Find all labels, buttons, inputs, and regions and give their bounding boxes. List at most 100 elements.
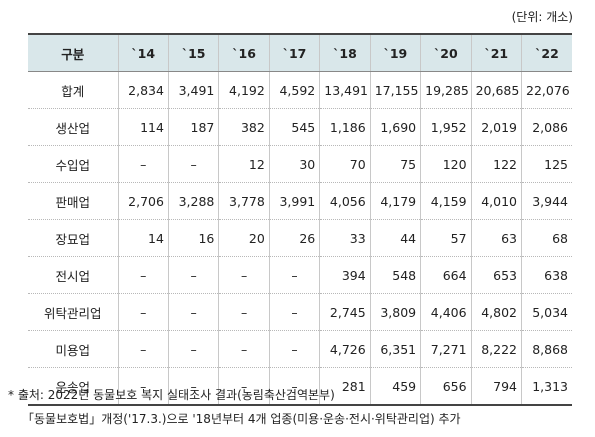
table-cell: 14 bbox=[117, 219, 169, 257]
table-cell: 44 bbox=[369, 219, 421, 257]
table-row: 위탁관리업 – – – –2,745 3,809 4,406 4,802 5,034 bbox=[28, 293, 572, 331]
table-cell: 656 bbox=[420, 367, 472, 406]
table-cell: 4,179 bbox=[369, 182, 421, 220]
table-cell: 33 bbox=[319, 219, 371, 257]
table-cell: 12 bbox=[218, 145, 270, 183]
table-row: 합계 2,834 3,491 4,192 4,592 13,491 17,155 19,285… bbox=[28, 71, 572, 109]
table-body: 합계 2,834 3,491 4,192 4,592 13,491 17,155 19,285… bbox=[28, 71, 572, 406]
row-label: 미용업 bbox=[28, 330, 118, 368]
data-table: 구분 `14 `15 `16 `17 `18 `19 `20 `21 `22 합… bbox=[28, 33, 572, 406]
table-cell: 1,313 bbox=[521, 367, 572, 406]
table-cell: 13,491 bbox=[319, 71, 371, 109]
column-header: `22 bbox=[521, 33, 572, 72]
column-header: `16 bbox=[218, 33, 270, 72]
row-label: 장묘업 bbox=[28, 219, 118, 257]
table-cell: – bbox=[117, 293, 169, 331]
table-cell: 2,834 bbox=[117, 71, 169, 109]
table-row: 미용업 – – – –4,726 6,351 7,271 8,222 8,868 bbox=[28, 330, 572, 368]
table-cell: 57 bbox=[420, 219, 472, 257]
table-cell: 1,186 bbox=[319, 108, 371, 146]
table-cell: – bbox=[167, 330, 219, 368]
table-cell: 3,944 bbox=[521, 182, 572, 220]
table-cell: 63 bbox=[470, 219, 522, 257]
table-cell: 19,285 bbox=[420, 71, 472, 109]
table-cell: 638 bbox=[521, 256, 572, 294]
row-label: 전시업 bbox=[28, 256, 118, 294]
table-cell: – bbox=[117, 330, 169, 368]
column-header: `17 bbox=[268, 33, 320, 72]
table-cell: 3,491 bbox=[167, 71, 219, 109]
table-cell: 548 bbox=[369, 256, 421, 294]
table-cell: 8,222 bbox=[470, 330, 522, 368]
table-cell: 187 bbox=[167, 108, 219, 146]
table-cell: – bbox=[167, 367, 219, 406]
table-cell: 122 bbox=[470, 145, 522, 183]
table-cell: – bbox=[167, 145, 219, 183]
table-row: 장묘업 14 16 20 26 33 44 57 63 68 bbox=[28, 219, 572, 257]
table-cell: 4,592 bbox=[268, 71, 320, 109]
table-cell: 26 bbox=[268, 219, 320, 257]
table-cell: 4,726 bbox=[319, 330, 371, 368]
table-cell: 7,271 bbox=[420, 330, 472, 368]
table-row: 운송업 – – – –281 459 656 794 1,313 bbox=[28, 367, 572, 406]
table-cell: 22,076 bbox=[521, 71, 572, 109]
table-cell: 2,086 bbox=[521, 108, 572, 146]
table-cell: 20,685 bbox=[470, 71, 522, 109]
column-header: `19 bbox=[369, 33, 421, 72]
table-cell: 3,288 bbox=[167, 182, 219, 220]
table-cell: – bbox=[268, 256, 320, 294]
table-cell: 17,155 bbox=[369, 71, 421, 109]
table-cell: 4,010 bbox=[470, 182, 522, 220]
table-row: 전시업 – – – –394 548 664 653 638 bbox=[28, 256, 572, 294]
table-cell: 16 bbox=[167, 219, 219, 257]
row-label: 생산업 bbox=[28, 108, 118, 146]
table-cell: 4,192 bbox=[218, 71, 270, 109]
table-cell: 4,056 bbox=[319, 182, 371, 220]
source-note: * 출처: 2022년 동물보호 복지 실태조사 결과(농림축산검역본부) bbox=[8, 388, 335, 402]
table-cell: 70 bbox=[319, 145, 371, 183]
table-cell: – bbox=[218, 256, 270, 294]
table-cell: – bbox=[268, 293, 320, 331]
table-cell: – bbox=[167, 293, 219, 331]
row-label: 운송업 bbox=[28, 367, 118, 406]
table-cell: 114 bbox=[117, 108, 169, 146]
table-cell: 75 bbox=[369, 145, 421, 183]
table-cell: 4,802 bbox=[470, 293, 522, 331]
table-cell: 125 bbox=[521, 145, 572, 183]
table-cell: – bbox=[117, 145, 169, 183]
table-cell: 2,706 bbox=[117, 182, 169, 220]
table-cell: 2,745 bbox=[319, 293, 371, 331]
row-label: 판매업 bbox=[28, 182, 118, 220]
table-row: 생산업 114 187 382 545 1,186 1,690 1,952 2,019 2,086 bbox=[28, 108, 572, 146]
table-cell: 653 bbox=[470, 256, 522, 294]
table-cell: 6,351 bbox=[369, 330, 421, 368]
row-label: 수입업 bbox=[28, 145, 118, 183]
table-cell: – bbox=[218, 367, 270, 406]
table-cell: 545 bbox=[268, 108, 320, 146]
table-cell: – bbox=[117, 256, 169, 294]
column-header: `21 bbox=[470, 33, 522, 72]
table-cell: 30 bbox=[268, 145, 320, 183]
table-cell: 382 bbox=[218, 108, 270, 146]
table-cell: 394 bbox=[319, 256, 371, 294]
row-label: 합계 bbox=[28, 71, 118, 109]
table-row: 수입업 – –12 30 70 75 120 122 125 bbox=[28, 145, 572, 183]
table-cell: – bbox=[218, 330, 270, 368]
table-cell: 794 bbox=[470, 367, 522, 406]
table-cell: – bbox=[268, 330, 320, 368]
column-header: `20 bbox=[420, 33, 472, 72]
table-cell: 4,159 bbox=[420, 182, 472, 220]
column-header: 구분 bbox=[28, 33, 118, 72]
table-cell: 3,991 bbox=[268, 182, 320, 220]
column-header: `14 bbox=[117, 33, 169, 72]
table-cell: 281 bbox=[319, 367, 371, 406]
column-header: `18 bbox=[319, 33, 371, 72]
unit-label: (단위: 개소) bbox=[511, 10, 573, 24]
table-cell: 2,019 bbox=[470, 108, 522, 146]
table-cell: – bbox=[167, 256, 219, 294]
column-header: `15 bbox=[167, 33, 219, 72]
table-cell: 20 bbox=[218, 219, 270, 257]
amendment-note: 「동물보호법」개정('17.3.)으로 '18년부터 4개 업종(미용·운송·전… bbox=[22, 412, 461, 426]
table-cell: 8,868 bbox=[521, 330, 572, 368]
table-cell: 68 bbox=[521, 219, 572, 257]
